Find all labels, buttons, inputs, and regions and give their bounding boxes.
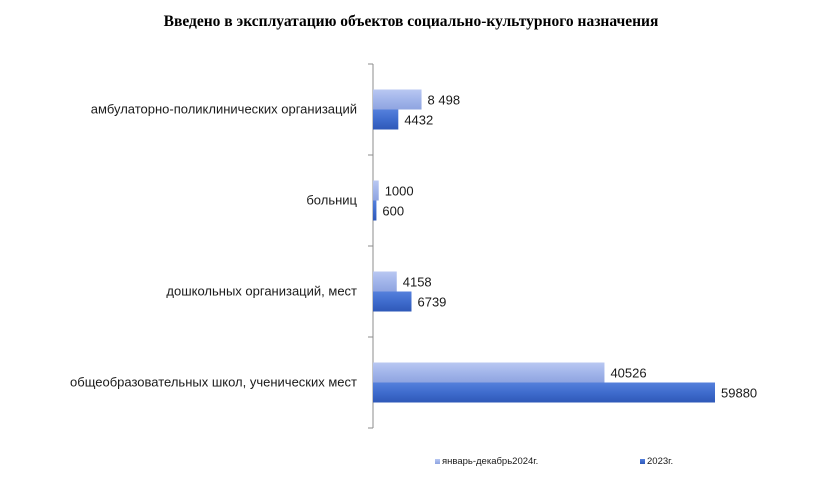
data-label: 4158	[403, 275, 432, 290]
data-label: 4432	[404, 113, 433, 128]
data-label: 600	[382, 204, 404, 219]
bar	[373, 291, 412, 312]
chart-title: Введено в эксплуатацию объектов социальн…	[163, 13, 659, 30]
data-label: 59880	[721, 386, 757, 401]
category-label: амбулаторно-поликлинических организаций	[91, 102, 357, 117]
bar	[373, 382, 715, 403]
data-label: 6739	[417, 295, 446, 310]
bar	[373, 89, 422, 110]
data-label: 40526	[610, 366, 646, 381]
bar	[373, 109, 399, 130]
category-label: общеобразовательных школ, ученических ме…	[70, 375, 357, 390]
bar	[373, 362, 605, 383]
data-label: 1000	[385, 184, 414, 199]
bar	[373, 271, 397, 292]
legend-entry: 2023г.	[647, 456, 673, 467]
category-label: дошкольных организаций, мест	[166, 284, 357, 299]
bar	[373, 180, 379, 201]
legend-swatch	[640, 459, 645, 464]
category-label: больниц	[306, 193, 357, 208]
legend-entry: январь-декабрь2024г.	[442, 456, 538, 467]
data-label: 8 498	[428, 93, 461, 108]
bar	[373, 200, 377, 221]
legend-swatch	[435, 459, 440, 464]
